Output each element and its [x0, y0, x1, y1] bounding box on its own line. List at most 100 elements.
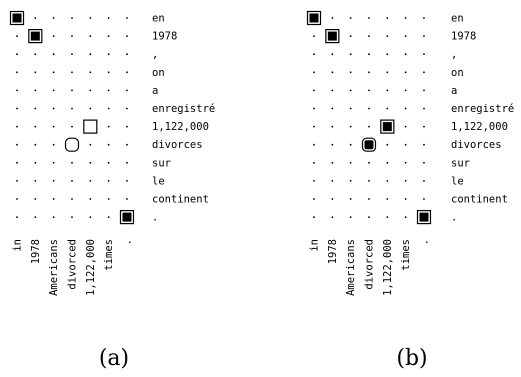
alignment-marker	[325, 29, 340, 44]
grid-dot	[126, 143, 128, 146]
grid-dot	[368, 89, 370, 92]
grid-dot	[331, 198, 334, 200]
grid-dot	[71, 35, 73, 37]
alignment-marker	[306, 10, 322, 26]
grid-dot	[89, 53, 92, 56]
grid-dot	[71, 125, 73, 128]
source-word-label: in	[12, 239, 24, 252]
grid-dot	[16, 198, 18, 200]
target-word-labels: en 1978, on a enregistré 1,122,000 divorces sur…	[451, 13, 514, 224]
grid-dot	[89, 17, 92, 19]
grid-dot	[349, 107, 352, 110]
source-word-labels: in 1978 Americans divorced 1,122,000 times.	[309, 239, 431, 296]
grid-dot	[126, 161, 128, 164]
grid-dot	[16, 125, 18, 128]
target-word-label: sur	[152, 157, 171, 169]
alignment-marker	[83, 119, 98, 134]
grid-dot	[404, 143, 407, 146]
grid-dot	[423, 125, 425, 128]
grid-dot	[89, 216, 92, 219]
grid-dot	[349, 125, 352, 128]
target-word-label: continent	[451, 194, 508, 206]
target-word-label: on	[451, 67, 464, 79]
grid-dot	[313, 180, 315, 182]
grid-dot	[386, 143, 389, 146]
target-word-label: 1,122,000	[451, 121, 508, 133]
grid-dot	[349, 71, 352, 74]
grid-dot	[107, 53, 110, 56]
grid-dot	[34, 17, 37, 19]
target-word-label: .	[451, 212, 457, 224]
panel-caption: (a)	[99, 346, 129, 371]
alignment-panel-b: en 1978, on a enregistré 1,122,000 divorces sur…	[306, 10, 514, 371]
source-word-label: 1,122,000	[85, 239, 97, 296]
grid-dot	[16, 143, 18, 146]
grid-dot	[331, 53, 334, 56]
grid-dot	[386, 35, 389, 37]
grid-dot	[404, 161, 407, 164]
grid-dot	[423, 35, 425, 37]
grid-dot	[386, 107, 389, 110]
source-word-label: Americans	[345, 239, 357, 296]
grid-dot	[107, 198, 110, 200]
grid-dot	[349, 143, 352, 146]
target-word-label: le	[451, 175, 464, 187]
grid-dot	[349, 35, 352, 37]
grid-dot	[386, 89, 389, 92]
alignment-marker	[380, 119, 395, 134]
grid-dot	[52, 198, 55, 200]
grid-dot	[349, 216, 352, 219]
grid-dot	[89, 161, 92, 164]
grid-dot	[404, 35, 407, 37]
source-word-label: .	[418, 239, 430, 245]
grid-dot	[331, 107, 334, 110]
target-word-label: 1978	[152, 31, 177, 43]
grid-dot	[331, 89, 334, 92]
grid-dot	[52, 53, 55, 56]
grid-dot	[34, 180, 37, 182]
grid-dot	[313, 53, 315, 56]
grid-dot	[349, 198, 352, 200]
grid-dot	[368, 216, 370, 219]
target-word-labels: en 1978, on a enregistré 1,122,000 divorces sur…	[152, 13, 215, 224]
grid-dot	[331, 71, 334, 74]
grid-dot	[331, 17, 334, 19]
grid-dot	[52, 180, 55, 182]
grid-dot	[71, 216, 73, 219]
panel-caption: (b)	[396, 346, 427, 371]
grid-dot	[34, 89, 37, 92]
grid-dot	[126, 180, 128, 182]
grid-dot	[71, 180, 73, 182]
grid-dot	[423, 17, 425, 19]
grid-dot	[404, 17, 407, 19]
grid-dot	[126, 35, 128, 37]
target-word-label: continent	[152, 194, 209, 206]
grid-dot	[89, 180, 92, 182]
grid-dot	[423, 198, 425, 200]
grid-dot	[71, 198, 73, 200]
grid-dot	[16, 53, 18, 56]
grid-dot	[89, 35, 92, 37]
grid-dot	[368, 71, 370, 74]
grid-dot	[107, 161, 110, 164]
grid-dot	[126, 198, 128, 200]
grid-dot	[52, 125, 55, 128]
grid-dot	[34, 53, 37, 56]
grid-dot	[404, 107, 407, 110]
grid-dot	[423, 71, 425, 74]
grid-dot	[52, 17, 55, 19]
target-word-label: on	[152, 67, 165, 79]
target-word-label: divorces	[451, 139, 502, 151]
grid-dot	[386, 161, 389, 164]
grid-dot	[386, 71, 389, 74]
source-word-label: Americans	[48, 239, 60, 296]
source-word-label: .	[121, 239, 133, 245]
grid-dot	[349, 89, 352, 92]
grid-dot	[107, 71, 110, 74]
grid-dot	[126, 71, 128, 74]
grid-dot	[126, 89, 128, 92]
grid-dot	[313, 216, 315, 219]
grid-dot	[126, 53, 128, 56]
grid-dot	[368, 198, 370, 200]
